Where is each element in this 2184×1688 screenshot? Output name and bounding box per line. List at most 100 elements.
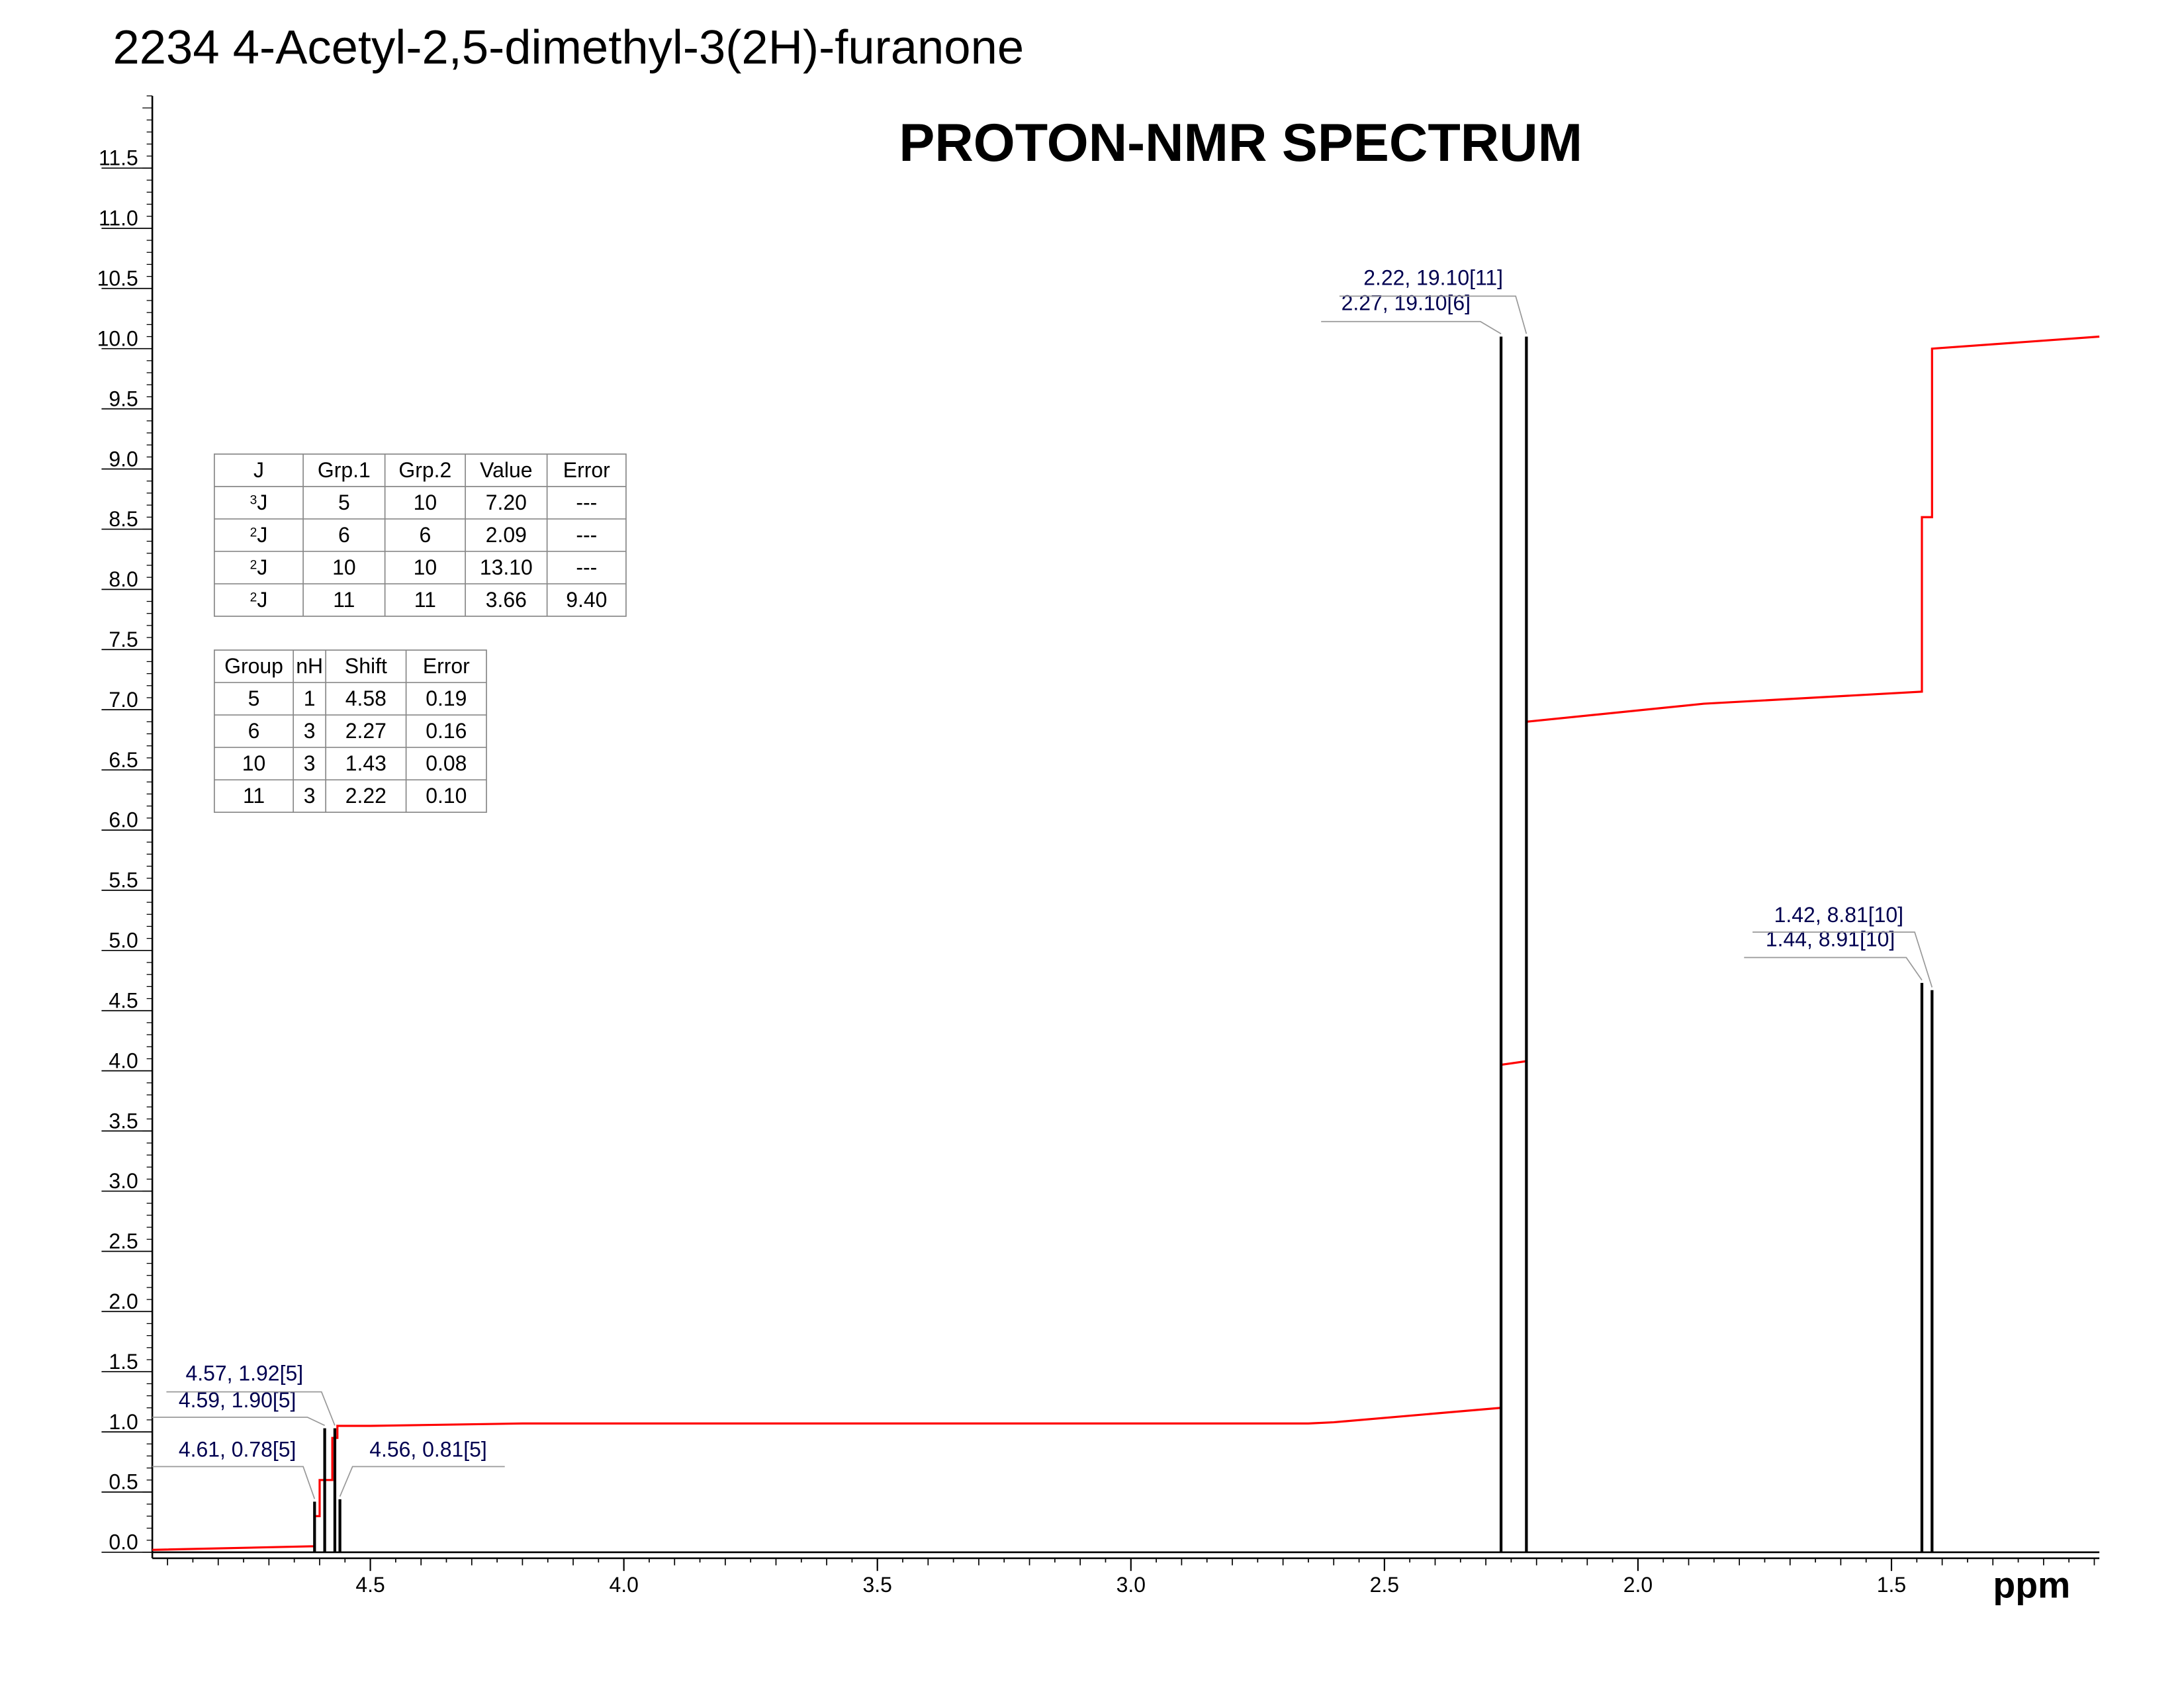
table-cell: ---: [576, 491, 597, 514]
y-tick-label: 4.5: [109, 988, 138, 1012]
peak-label: 2.22, 19.10[11]: [1363, 265, 1503, 289]
leader-line: [1744, 957, 1923, 981]
x-tick-label: 1.5: [1877, 1573, 1906, 1597]
peak-label: 1.42, 8.81[10]: [1774, 903, 1903, 927]
x-tick-label: 4.5: [355, 1573, 385, 1597]
table-header: Value: [480, 458, 532, 482]
superscript: 2: [250, 591, 257, 605]
y-tick-label: 0.5: [109, 1470, 138, 1494]
table-cell: 2J: [250, 523, 268, 547]
leader-line: [152, 1466, 316, 1499]
table-cell: 2J: [250, 555, 268, 579]
x-tick-label: 3.0: [1116, 1573, 1146, 1597]
table-cell: 5: [338, 491, 350, 514]
table-frame: [214, 649, 487, 813]
table-cell: 0.08: [426, 751, 467, 775]
table-cell: 3: [304, 719, 316, 743]
table-header: Grp.1: [318, 458, 371, 482]
superscript: 3: [250, 494, 257, 508]
table-header: Error: [563, 458, 610, 482]
table-cell: 7.20: [486, 491, 527, 514]
table-cell: 2J: [250, 588, 268, 612]
table-cell: 3.66: [486, 588, 527, 612]
y-tick-label: 10.0: [97, 326, 138, 350]
x-tick-label: 2.5: [1370, 1573, 1399, 1597]
table-cell: 0.16: [426, 719, 467, 743]
table-cell: 6: [419, 523, 431, 547]
table-cell: ---: [576, 555, 597, 579]
y-tick-label: 5.0: [109, 929, 138, 953]
cell-text: J: [257, 523, 267, 547]
leader-line: [1752, 931, 1933, 988]
table-header: Error: [423, 654, 470, 678]
leader-line: [1321, 320, 1502, 334]
y-tick-label: 6.0: [109, 808, 138, 832]
superscript: 2: [250, 559, 257, 573]
table-cell: 0.10: [426, 784, 467, 808]
table-cell: 4.58: [345, 686, 387, 710]
table-cell: 9.40: [566, 588, 607, 612]
y-tick-label: 6.5: [109, 748, 138, 772]
table-cell: 10: [414, 491, 437, 514]
y-tick-label: 3.5: [109, 1109, 138, 1133]
table-cell: 3: [304, 751, 316, 775]
table-header: nH: [296, 654, 323, 678]
table-cell: 2.09: [486, 523, 527, 547]
y-tick-label: 9.5: [109, 387, 138, 410]
leader-line: [1339, 295, 1527, 334]
y-tick-label: 1.5: [109, 1350, 138, 1374]
table-frame: [214, 453, 627, 617]
leader-line: [339, 1466, 505, 1497]
cell-text: J: [257, 555, 267, 579]
superscript: 2: [250, 526, 257, 540]
y-tick-label: 5.5: [109, 868, 138, 892]
table-cell: 6: [338, 523, 350, 547]
y-tick-label: 7.5: [109, 628, 138, 651]
y-tick-label: 10.5: [97, 267, 138, 291]
y-tick-label: 2.0: [109, 1289, 138, 1313]
table-cell: 3: [304, 784, 316, 808]
table-cell: 6: [248, 719, 260, 743]
table-header: J: [253, 458, 264, 482]
table-header: Grp.2: [398, 458, 451, 482]
x-axis-label: ppm: [1993, 1565, 2070, 1606]
table-cell: 10: [414, 555, 437, 579]
cell-text: J: [257, 491, 267, 514]
integral-curve: [152, 335, 2100, 1551]
peak-label: 4.57, 1.92[5]: [186, 1362, 304, 1385]
page-title: 2234 4-Acetyl-2,5-dimethyl-3(2H)-furanon…: [113, 21, 1024, 74]
peak-label: 1.44, 8.91[10]: [1766, 927, 1895, 951]
leader-line: [152, 1417, 325, 1427]
y-tick-label: 11.0: [99, 207, 138, 230]
y-tick-label: 0.0: [109, 1530, 138, 1554]
table-cell: 3J: [250, 491, 268, 514]
x-tick-label: 2.0: [1623, 1573, 1653, 1597]
table-cell: 11: [333, 588, 355, 612]
peak-label: 4.61, 0.78[5]: [179, 1438, 296, 1462]
leader-line: [166, 1391, 336, 1426]
cell-text: J: [257, 588, 267, 612]
chart-title: PROTON-NMR SPECTRUM: [899, 113, 1582, 173]
table-header: Shift: [345, 654, 387, 678]
y-tick-label: 3.0: [109, 1169, 138, 1193]
peak-label: 4.56, 0.81[5]: [369, 1438, 487, 1462]
table-header: Group: [224, 654, 283, 678]
table-cell: 1: [304, 686, 316, 710]
y-tick-label: 7.0: [109, 688, 138, 712]
y-tick-label: 8.5: [109, 507, 138, 531]
table-cell: 1.43: [345, 751, 387, 775]
y-tick-label: 4.0: [109, 1049, 138, 1072]
x-tick-label: 3.5: [863, 1573, 892, 1597]
table-cell: 0.19: [426, 686, 467, 710]
table-cell: 5: [248, 686, 260, 710]
y-tick-label: 11.5: [99, 146, 138, 170]
table-cell: 2.27: [345, 719, 387, 743]
table-cell: 10: [332, 555, 356, 579]
y-tick-label: 1.0: [109, 1410, 138, 1434]
y-tick-label: 8.0: [109, 567, 138, 591]
table-cell: 10: [242, 751, 266, 775]
peak-label: 2.27, 19.10[6]: [1342, 291, 1471, 315]
table-cell: 11: [243, 784, 265, 808]
